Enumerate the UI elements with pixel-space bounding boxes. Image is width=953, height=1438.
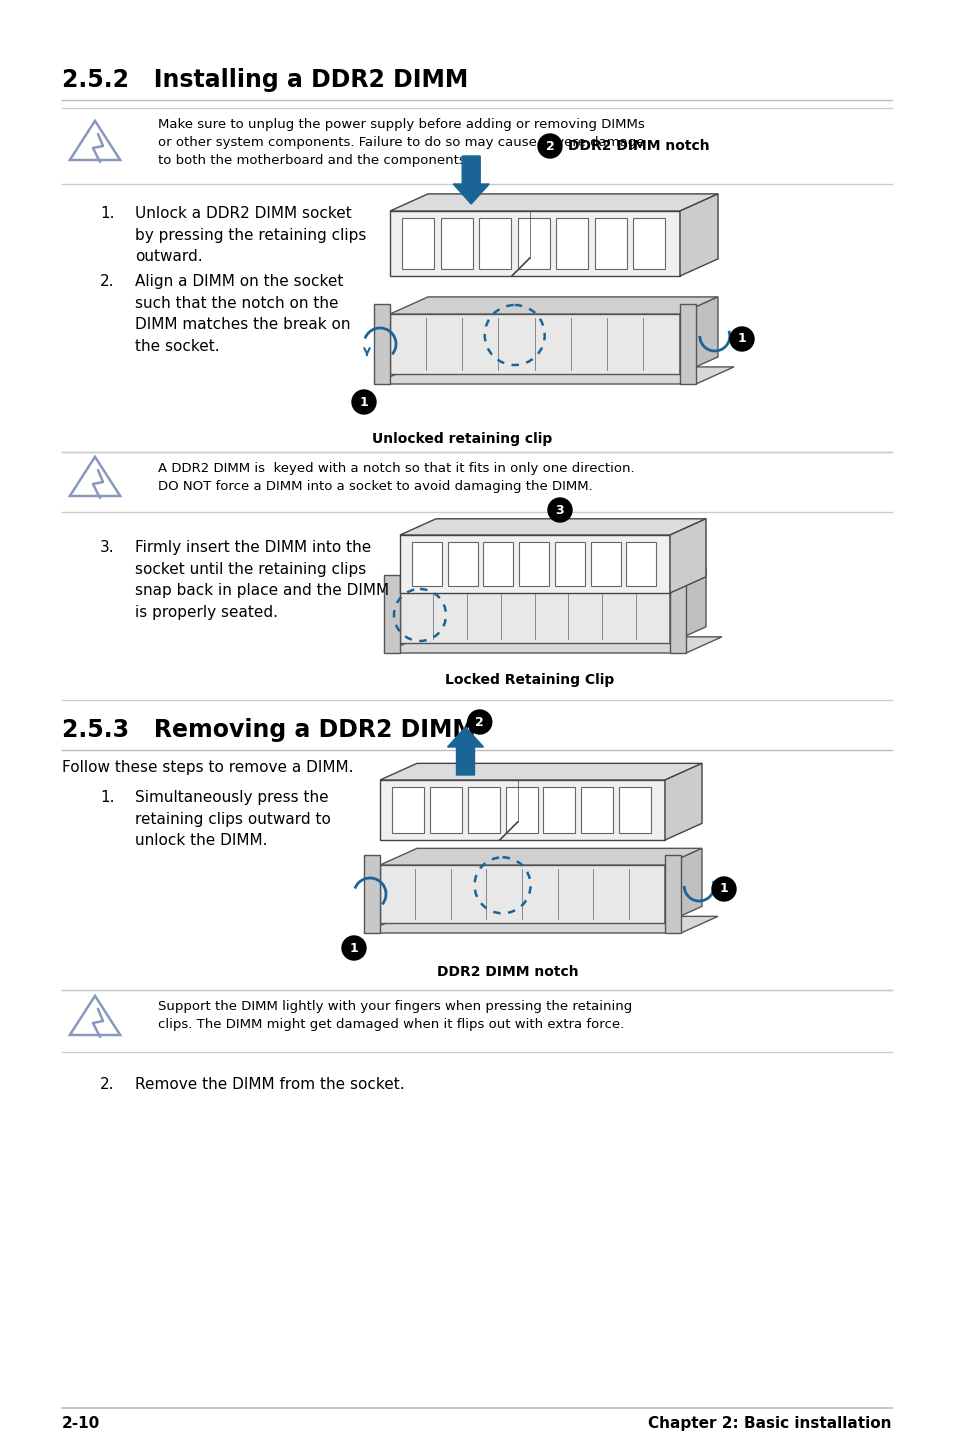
- Polygon shape: [669, 519, 705, 592]
- Polygon shape: [399, 519, 705, 535]
- Polygon shape: [401, 219, 434, 269]
- Polygon shape: [664, 848, 701, 923]
- Text: 3: 3: [555, 503, 564, 516]
- Text: 2.5.2   Installing a DDR2 DIMM: 2.5.2 Installing a DDR2 DIMM: [62, 68, 468, 92]
- Polygon shape: [543, 787, 575, 833]
- Polygon shape: [669, 575, 685, 653]
- Text: DDR2 DIMM notch: DDR2 DIMM notch: [567, 139, 709, 152]
- Polygon shape: [664, 856, 680, 933]
- Polygon shape: [379, 848, 701, 866]
- Polygon shape: [390, 194, 718, 211]
- FancyArrow shape: [447, 728, 483, 775]
- Text: 2.: 2.: [100, 275, 114, 289]
- Polygon shape: [679, 296, 718, 374]
- Text: Chapter 2: Basic installation: Chapter 2: Basic installation: [648, 1416, 891, 1431]
- Text: 1: 1: [719, 883, 727, 896]
- Polygon shape: [379, 764, 701, 779]
- Circle shape: [341, 936, 366, 961]
- Polygon shape: [384, 637, 721, 653]
- Circle shape: [352, 390, 375, 414]
- Polygon shape: [390, 313, 679, 374]
- Polygon shape: [518, 542, 549, 587]
- Polygon shape: [467, 787, 499, 833]
- Polygon shape: [364, 856, 379, 933]
- Text: Align a DIMM on the socket
such that the notch on the
DIMM matches the break on
: Align a DIMM on the socket such that the…: [135, 275, 350, 354]
- Polygon shape: [384, 575, 399, 653]
- Polygon shape: [679, 194, 718, 276]
- Text: 1.: 1.: [100, 789, 114, 805]
- Polygon shape: [625, 542, 656, 587]
- Polygon shape: [679, 303, 696, 384]
- Circle shape: [547, 498, 572, 522]
- Polygon shape: [595, 219, 626, 269]
- Polygon shape: [505, 787, 537, 833]
- Text: Support the DIMM lightly with your fingers when pressing the retaining
clips. Th: Support the DIMM lightly with your finge…: [158, 999, 632, 1031]
- Text: 2-10: 2-10: [62, 1416, 100, 1431]
- Text: Remove the DIMM from the socket.: Remove the DIMM from the socket.: [135, 1077, 404, 1091]
- Text: 2: 2: [545, 139, 554, 152]
- Polygon shape: [374, 367, 733, 384]
- Polygon shape: [379, 866, 664, 923]
- Polygon shape: [556, 219, 588, 269]
- Polygon shape: [618, 787, 651, 833]
- Text: Unlocked retaining clip: Unlocked retaining clip: [372, 431, 552, 446]
- Text: 1.: 1.: [100, 206, 114, 221]
- Text: 1: 1: [349, 942, 358, 955]
- Text: A DDR2 DIMM is  keyed with a notch so that it fits in only one direction.
DO NOT: A DDR2 DIMM is keyed with a notch so tha…: [158, 462, 634, 493]
- Polygon shape: [633, 219, 665, 269]
- Polygon shape: [374, 303, 390, 384]
- Text: Firmly insert the DIMM into the
socket until the retaining clips
snap back in pl: Firmly insert the DIMM into the socket u…: [135, 541, 389, 620]
- Polygon shape: [379, 779, 664, 840]
- Text: 1: 1: [359, 395, 368, 408]
- Text: Unlock a DDR2 DIMM socket
by pressing the retaining clips
outward.: Unlock a DDR2 DIMM socket by pressing th…: [135, 206, 366, 265]
- Polygon shape: [390, 211, 679, 276]
- Polygon shape: [590, 542, 619, 587]
- Circle shape: [729, 326, 753, 351]
- Polygon shape: [364, 916, 718, 933]
- Polygon shape: [580, 787, 613, 833]
- Text: 2: 2: [475, 716, 483, 729]
- FancyArrow shape: [453, 155, 489, 204]
- Polygon shape: [390, 296, 718, 313]
- Polygon shape: [392, 787, 423, 833]
- Polygon shape: [412, 542, 441, 587]
- Text: 2.: 2.: [100, 1077, 114, 1091]
- Circle shape: [467, 710, 491, 733]
- Polygon shape: [399, 569, 705, 585]
- Polygon shape: [399, 535, 669, 592]
- Polygon shape: [517, 219, 549, 269]
- Polygon shape: [478, 219, 511, 269]
- Polygon shape: [430, 787, 461, 833]
- Text: DDR2 DIMM notch: DDR2 DIMM notch: [437, 965, 578, 979]
- Text: 1: 1: [737, 332, 745, 345]
- Polygon shape: [664, 764, 701, 840]
- Polygon shape: [440, 219, 472, 269]
- Polygon shape: [483, 542, 513, 587]
- Text: Locked Retaining Clip: Locked Retaining Clip: [445, 673, 614, 687]
- Text: 3.: 3.: [100, 541, 114, 555]
- Circle shape: [537, 134, 561, 158]
- Text: Make sure to unplug the power supply before adding or removing DIMMs
or other sy: Make sure to unplug the power supply bef…: [158, 118, 644, 167]
- Polygon shape: [555, 542, 584, 587]
- Polygon shape: [447, 542, 477, 587]
- Text: Simultaneously press the
retaining clips outward to
unlock the DIMM.: Simultaneously press the retaining clips…: [135, 789, 331, 848]
- Circle shape: [711, 877, 735, 902]
- Text: Follow these steps to remove a DIMM.: Follow these steps to remove a DIMM.: [62, 761, 354, 775]
- Polygon shape: [399, 585, 669, 643]
- Text: 2.5.3   Removing a DDR2 DIMM: 2.5.3 Removing a DDR2 DIMM: [62, 718, 476, 742]
- Polygon shape: [669, 569, 705, 643]
